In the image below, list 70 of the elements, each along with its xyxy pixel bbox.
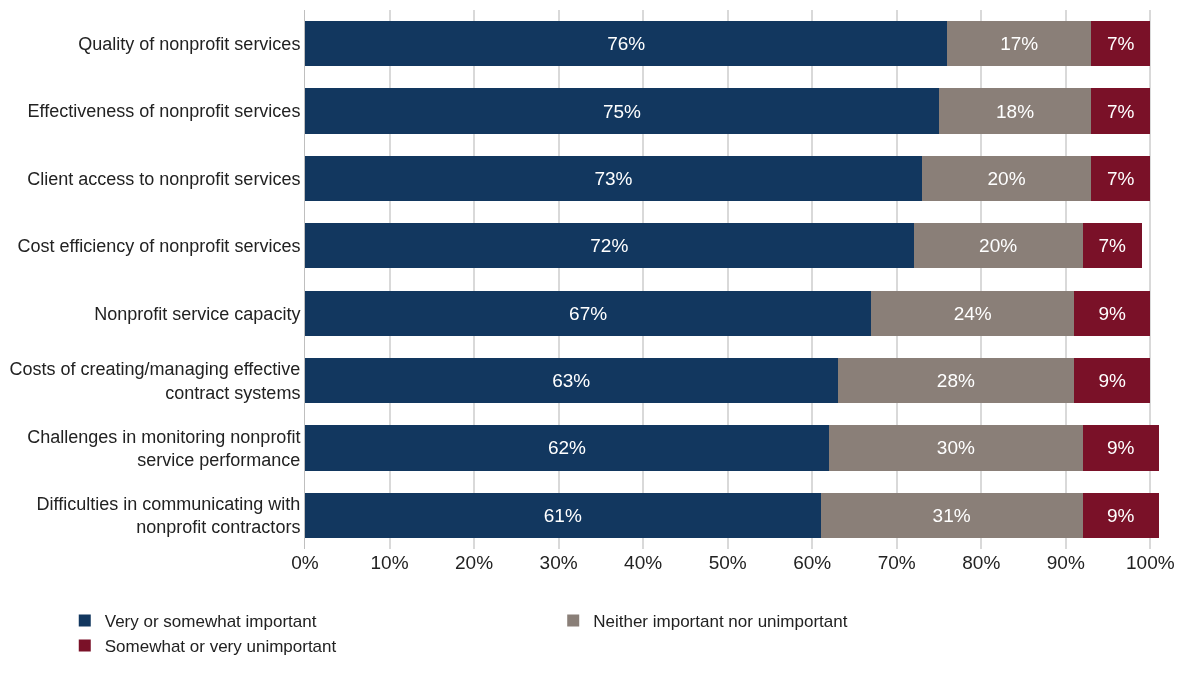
bar [1074,290,1151,336]
bar [837,357,1075,404]
bar [829,425,1083,471]
x-tick-label: 0% [291,552,319,573]
bar [305,155,923,202]
y-tick-label: Effectiveness of nonprofit services [27,101,301,122]
data-label: 61% [543,504,582,526]
y-tick-label: Costs of creating/managing effective contract systems [9,359,301,403]
x-tick-label: 100% [1126,552,1175,573]
data-label: 9% [1098,370,1127,392]
data-label: 18% [996,100,1035,122]
data-label: 20% [979,235,1018,257]
bar [922,155,1092,202]
data-label: 67% [569,302,608,324]
data-label: 7% [1106,167,1135,189]
data-label: 7% [1098,235,1127,257]
bar [305,223,914,269]
data-label: 75% [602,100,642,122]
y-tick-label: Client access to nonprofit services [27,168,301,189]
legend-label: Neither important nor unimportant [593,612,848,632]
x-tick-label: 10% [370,552,409,573]
bar [1091,21,1151,67]
data-label: 62% [547,437,587,459]
x-tick-label: 50% [708,552,747,573]
y-tick-label: Cost efficiency of nonprofit services [17,236,301,257]
legend-label: Very or somewhat important [104,612,317,632]
y-tick-label: Difficulties in communicating with nonprofit contractors [36,493,301,538]
legend-label: Somewhat or very unimportant [104,637,337,657]
bar [305,357,838,404]
data-label: 9% [1106,504,1135,526]
bar [305,21,948,67]
data-label: 17% [1000,33,1039,55]
x-tick-label: 90% [1046,552,1085,573]
bar [305,88,939,134]
bar [938,88,1092,134]
x-tick-label: 70% [877,552,916,573]
bar [1074,357,1151,404]
bar [947,21,1092,67]
data-label: 31% [932,504,971,526]
data-label: 72% [590,235,629,257]
bar [1082,223,1142,269]
bar [305,425,830,471]
bar [1091,155,1151,202]
x-tick-label: 40% [624,552,663,573]
bar [305,290,872,336]
data-label: 7% [1106,100,1135,122]
data-label: 63% [552,370,591,392]
bar [871,290,1075,336]
bar [1091,88,1151,134]
bar [913,223,1083,269]
data-label: 20% [987,167,1026,189]
data-label: 30% [936,437,975,459]
y-tick-label: Quality of nonprofit services [78,33,301,54]
x-tick-label: 60% [793,552,832,573]
data-label: 73% [594,167,633,189]
bar [1082,425,1159,471]
bar [305,492,821,538]
data-label: 24% [953,302,992,324]
data-label: 7% [1106,33,1135,55]
x-tick-label: 20% [455,552,494,573]
data-label: 28% [936,370,975,392]
data-label: 9% [1098,302,1127,324]
bar [820,492,1083,538]
y-tick-label: Challenges in monitoring nonprofit service performance [27,426,301,470]
data-label: 9% [1106,437,1135,459]
bar [1082,492,1159,538]
x-tick-label: 80% [962,552,1001,573]
y-tick-label: Nonprofit service capacity [94,303,301,324]
data-label: 76% [607,33,646,55]
x-tick-label: 30% [539,552,578,573]
